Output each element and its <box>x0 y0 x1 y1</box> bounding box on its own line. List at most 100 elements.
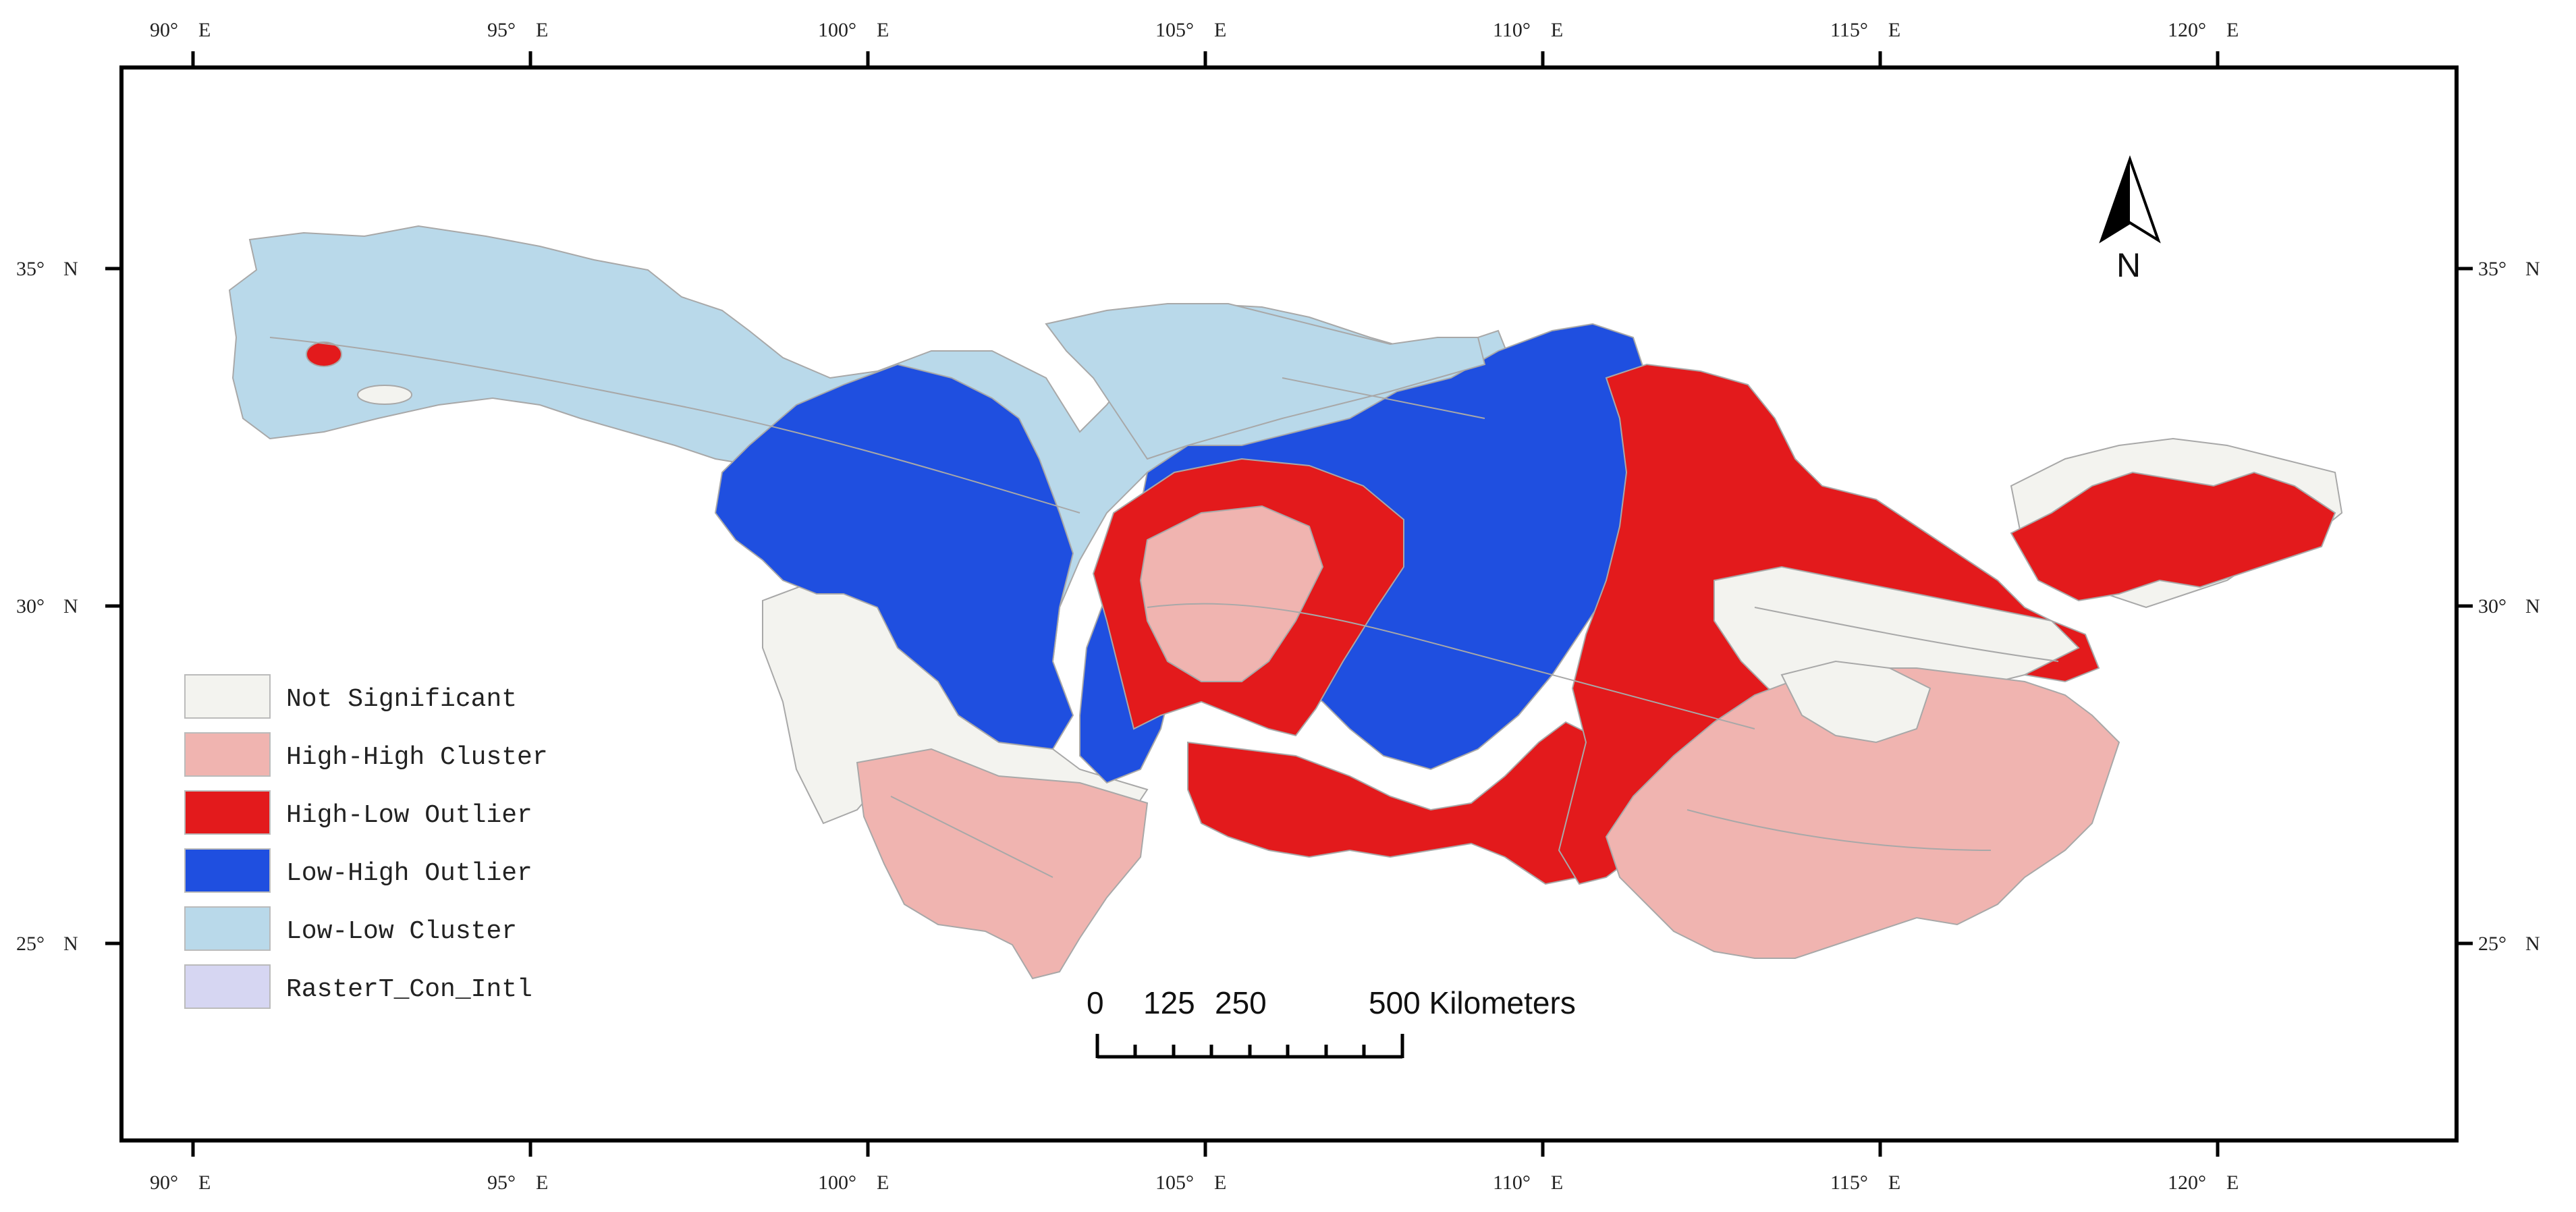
boundary-lines <box>269 337 2059 878</box>
lat-label-deg: 25° <box>2478 933 2506 955</box>
top-ticks <box>191 51 2220 67</box>
legend-label: Low-Low Cluster <box>286 917 517 946</box>
svg-text:35°N: 35° N <box>16 258 78 280</box>
legend-item-low-low: Low-Low Cluster <box>184 906 517 951</box>
region-not-significant-nw-patch <box>357 385 412 405</box>
latitude-labels-left: 35° N 30° N 25° N <box>16 258 78 955</box>
lon-label-hem: E <box>2226 1172 2239 1194</box>
lon-label-deg: 100° <box>818 1172 856 1194</box>
legend-label: High-High Cluster <box>286 743 548 772</box>
lat-label-deg: 30° <box>16 595 45 617</box>
svg-text:100°E: 100° E <box>818 19 889 41</box>
scale-label-125: 125 <box>1143 985 1195 1020</box>
svg-text:95°E: 95° E <box>487 19 548 41</box>
svg-text:115°E: 115° E <box>1830 1172 1900 1194</box>
lon-label-hem: E <box>1888 19 1900 41</box>
lon-label-deg: 90° <box>150 1172 178 1194</box>
side-ticks <box>105 267 2473 945</box>
svg-text:120°E: 120° E <box>2168 1172 2239 1194</box>
lon-label-deg: 115° <box>1830 1172 1868 1194</box>
legend-item-low-high: Low-High Outlier <box>184 848 532 893</box>
scale-label-500: 500 Kilometers <box>1369 985 1576 1020</box>
lon-label-hem: E <box>1214 19 1226 41</box>
lat-label-hem: N <box>63 933 78 955</box>
svg-text:25°N: 25° N <box>2478 933 2540 955</box>
legend-swatch <box>184 906 271 951</box>
region-high-high-ring-interior <box>1139 505 1324 682</box>
lon-label-deg: 120° <box>2168 19 2206 41</box>
lat-label-deg: 30° <box>2478 595 2506 617</box>
lon-label-deg: 110° <box>1493 1172 1531 1194</box>
lon-label-hem: E <box>877 1172 889 1194</box>
svg-text:115°E: 115° E <box>1830 19 1900 41</box>
legend-swatch <box>184 964 271 1009</box>
legend-label: High-Low Outlier <box>286 801 532 830</box>
region-low-high-west <box>714 363 1074 750</box>
legend: Not Significant High-High Cluster High-L… <box>184 674 548 1009</box>
scale-bar-line <box>1095 1034 1404 1059</box>
north-label: N <box>2116 246 2141 284</box>
lon-label-hem: E <box>1888 1172 1900 1194</box>
lon-label-hem: E <box>536 19 548 41</box>
scale-label-0: 0 <box>1087 985 1104 1020</box>
lon-label-hem: E <box>198 1172 211 1194</box>
region-high-low-far-east <box>2010 471 2336 602</box>
svg-text:110°E: 110° E <box>1493 19 1563 41</box>
legend-swatch <box>184 790 271 835</box>
lon-label-deg: 95° <box>487 1172 516 1194</box>
bottom-ticks <box>191 1140 2220 1157</box>
legend-label: Not Significant <box>286 685 517 714</box>
lon-label-deg: 105° <box>1155 1172 1194 1194</box>
lat-label-hem: N <box>2525 595 2540 617</box>
svg-text:30°N: 30° N <box>16 595 78 617</box>
legend-item-high-low: High-Low Outlier <box>184 790 532 835</box>
lat-label-hem: N <box>63 595 78 617</box>
scale-bar: 0 125 250 500 Kilometers <box>1087 985 1576 1059</box>
map-regions <box>228 225 2343 980</box>
svg-text:35°N: 35° N <box>2478 258 2540 280</box>
lat-label-deg: 25° <box>16 933 45 955</box>
svg-text:100°E: 100° E <box>818 1172 889 1194</box>
svg-text:110°E: 110° E <box>1493 1172 1563 1194</box>
longitude-labels-bottom: 90° E 95° E 100° E 105° E 110° E 115° E 120° E <box>150 1172 2239 1194</box>
lon-label-deg: 105° <box>1155 19 1194 41</box>
legend-label: RasterT_Con_Intl <box>286 975 532 1004</box>
region-high-low-nw-spot <box>306 341 342 367</box>
lon-label-hem: E <box>198 19 211 41</box>
svg-text:105°E: 105° E <box>1155 1172 1226 1194</box>
lat-label-hem: N <box>2525 258 2540 280</box>
svg-text:120°E: 120° E <box>2168 19 2239 41</box>
svg-text:90°E: 90° E <box>150 19 211 41</box>
legend-item-raster: RasterT_Con_Intl <box>184 964 532 1009</box>
lon-label-deg: 115° <box>1830 19 1868 41</box>
lon-label-deg: 90° <box>150 19 178 41</box>
lon-label-deg: 110° <box>1493 19 1531 41</box>
lat-label-deg: 35° <box>16 258 45 280</box>
lat-label-hem: N <box>2525 933 2540 955</box>
lon-label-deg: 120° <box>2168 1172 2206 1194</box>
legend-item-not-significant: Not Significant <box>184 674 517 719</box>
latitude-labels-right: 35° N 30° N 25° N <box>2478 258 2540 955</box>
north-arrow: N <box>2099 155 2161 284</box>
lon-label-hem: E <box>536 1172 548 1194</box>
longitude-labels-top: 90° E 95° E 100° E 105° E 110° E 115° E 120° E <box>150 19 2239 41</box>
region-not-significant-blob <box>1780 660 1931 744</box>
svg-text:105°E: 105° E <box>1155 19 1226 41</box>
region-high-high-southwest <box>856 748 1149 980</box>
region-low-low-north-central <box>1045 303 1486 460</box>
legend-item-high-high: High-High Cluster <box>184 732 548 777</box>
svg-text:95°E: 95° E <box>487 1172 548 1194</box>
svg-text:90°E: 90° E <box>150 1172 211 1194</box>
lon-label-hem: E <box>2226 19 2239 41</box>
legend-swatch <box>184 848 271 893</box>
legend-swatch <box>184 732 271 777</box>
legend-swatch <box>184 674 271 719</box>
lon-label-hem: E <box>1551 19 1563 41</box>
svg-text:25°N: 25° N <box>16 933 78 955</box>
legend-label: Low-High Outlier <box>286 859 532 888</box>
lon-label-deg: 100° <box>818 19 856 41</box>
scale-label-250: 250 <box>1215 985 1267 1020</box>
svg-text:30°N: 30° N <box>2478 595 2540 617</box>
lon-label-hem: E <box>1214 1172 1226 1194</box>
lat-label-hem: N <box>63 258 78 280</box>
